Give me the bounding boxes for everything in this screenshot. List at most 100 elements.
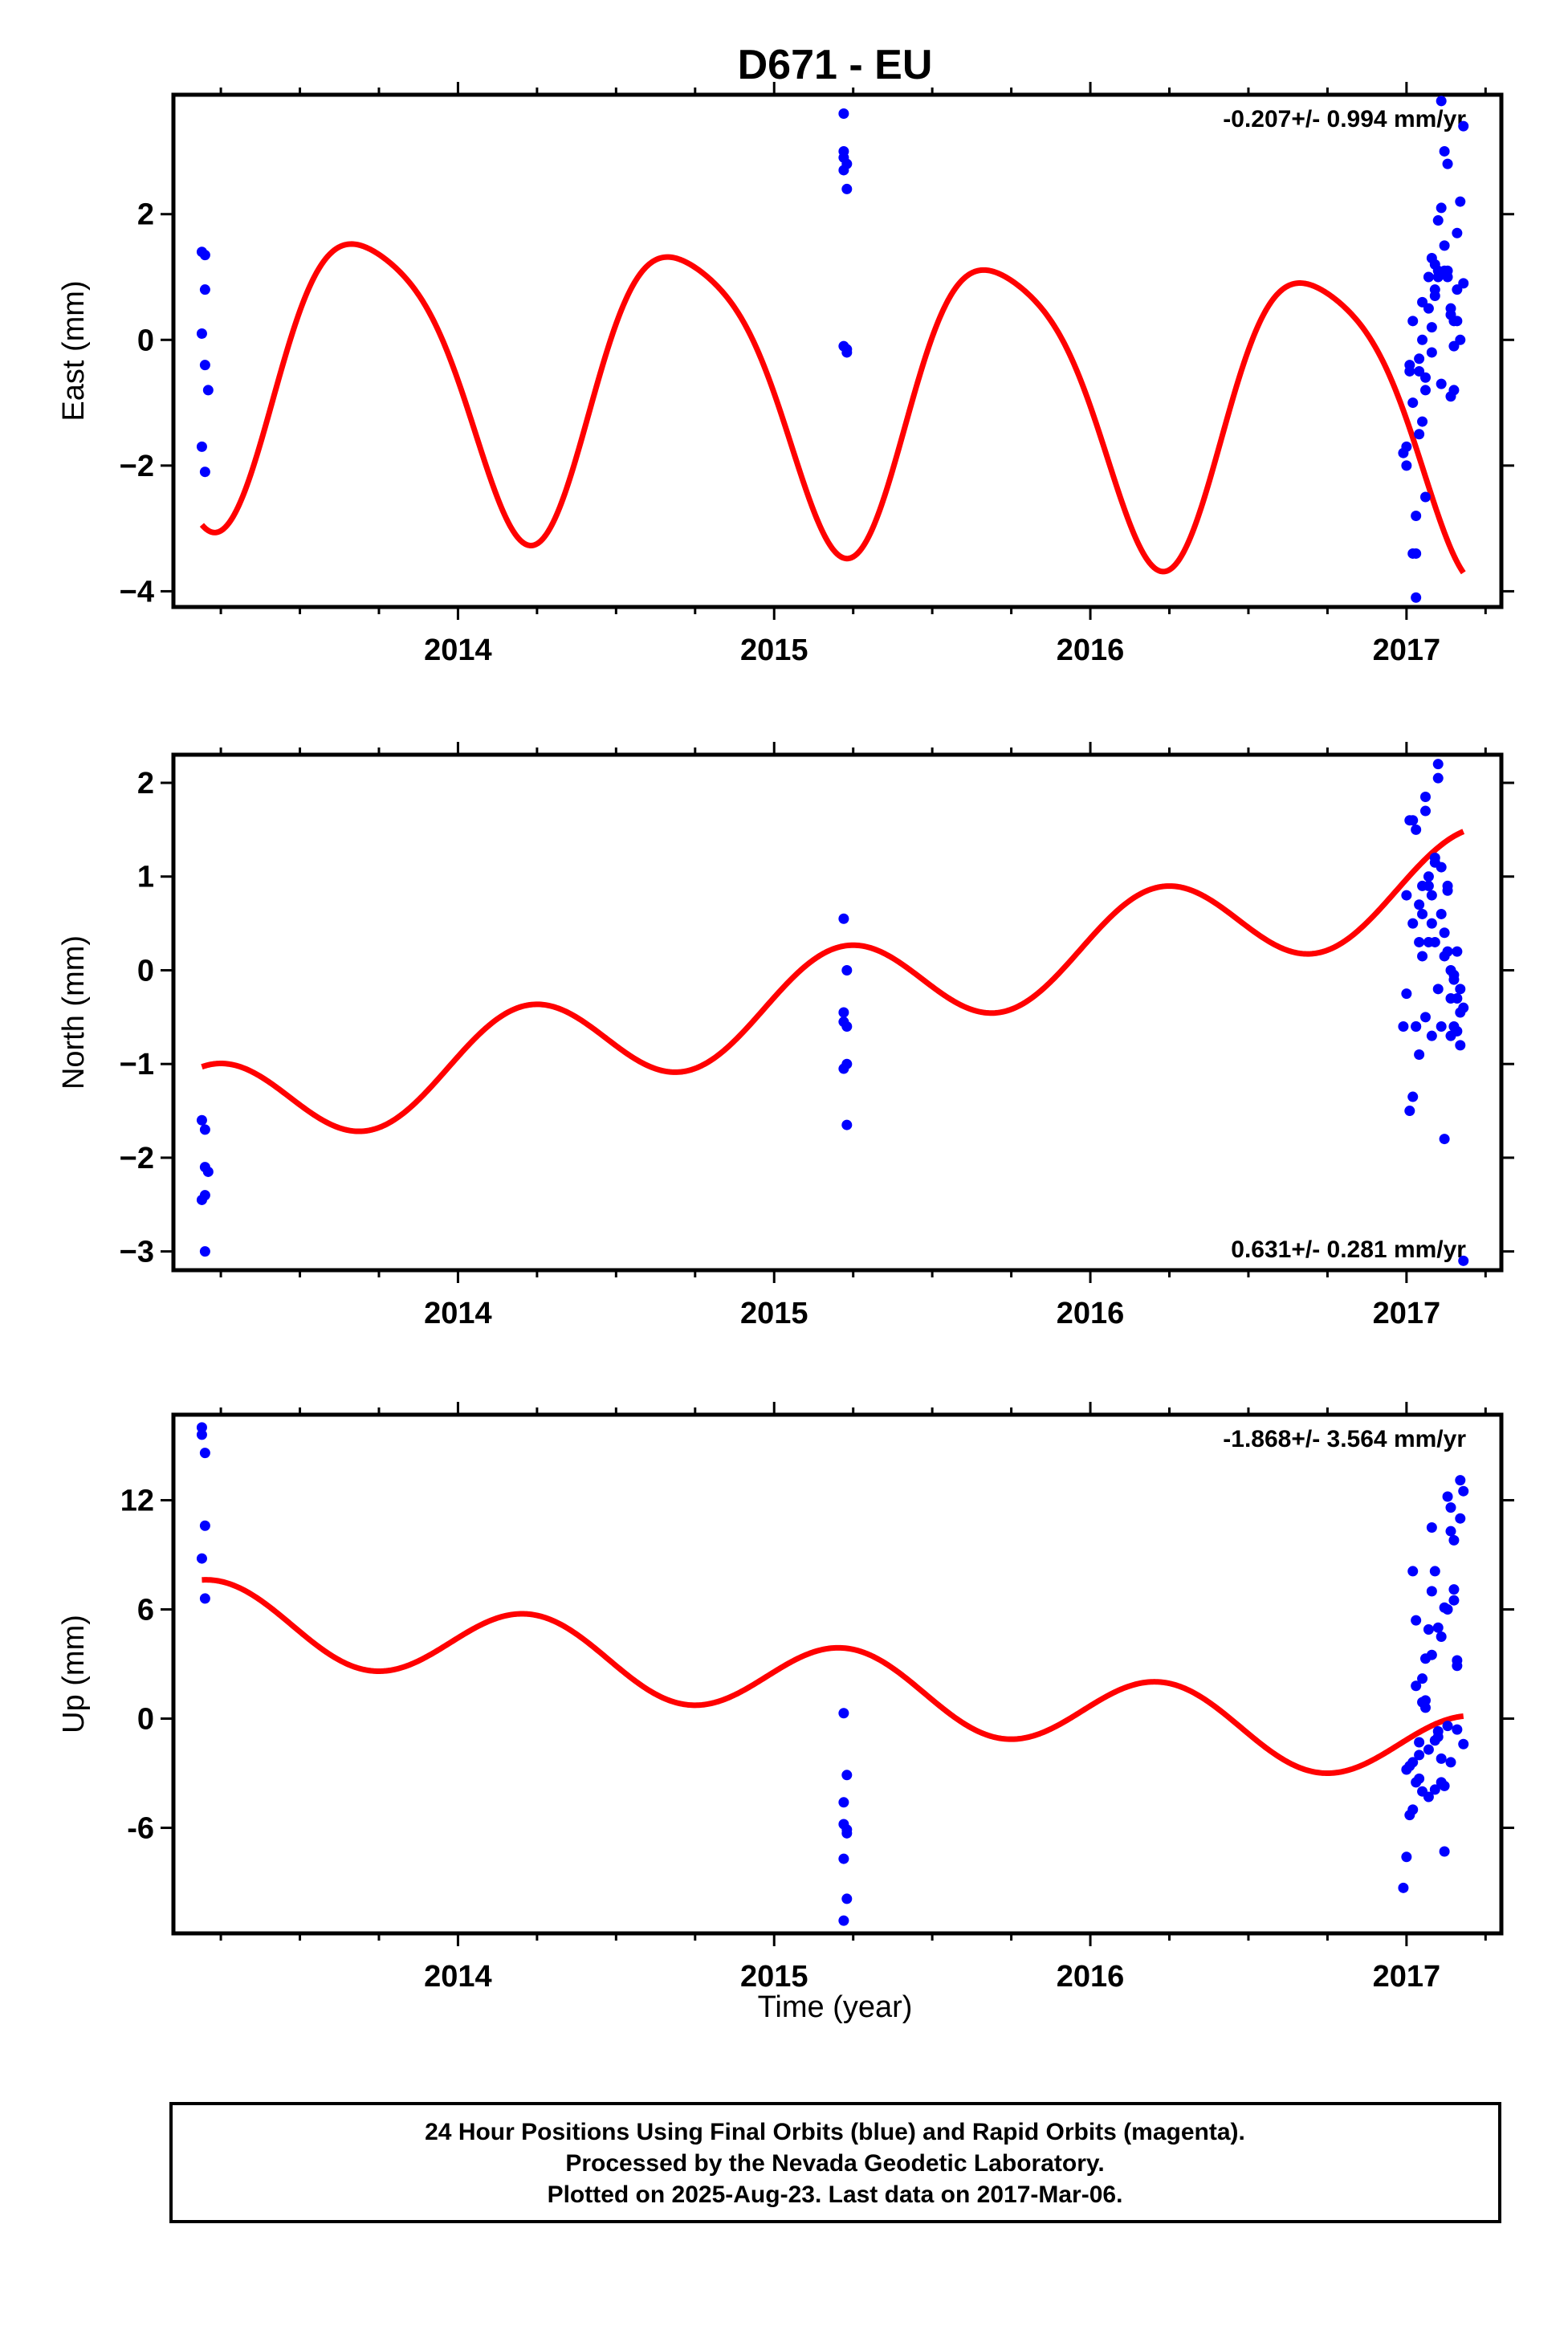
x-axis-label: Time (year) xyxy=(758,1990,913,2024)
north-data-point xyxy=(1452,992,1463,1004)
north-data-point xyxy=(1432,772,1444,784)
north-x-tick-label: 2017 xyxy=(1373,1297,1441,1330)
up-y-tick-label: -6 xyxy=(127,1812,154,1846)
east-data-point xyxy=(841,183,853,194)
up-x-tick-label: 2015 xyxy=(740,1960,808,1994)
north-data-point xyxy=(841,964,853,976)
up-x-tick-label: 2017 xyxy=(1373,1960,1441,1994)
up-panel: 2014 2015 2016 2017 -6 0 6 12 Up (mm) -1.868+/- 3… xyxy=(57,1402,1514,1994)
north-y-tick-label: 2 xyxy=(137,767,154,800)
north-data-point xyxy=(1455,1040,1466,1051)
up-data-point xyxy=(1417,1697,1428,1708)
east-data-point xyxy=(1436,96,1447,107)
east-data-point xyxy=(1401,441,1412,452)
east-data-point xyxy=(1452,316,1463,327)
east-data-point xyxy=(1445,309,1456,320)
north-data-point xyxy=(1401,988,1412,1000)
east-data-point xyxy=(1439,265,1450,276)
east-data-point xyxy=(1419,491,1431,503)
up-y-tick-label: 12 xyxy=(120,1485,154,1518)
east-data-point xyxy=(1411,510,1422,521)
north-data-point xyxy=(1458,1002,1469,1013)
north-data-point xyxy=(1417,908,1428,919)
east-data-point xyxy=(1448,340,1460,352)
east-data-point xyxy=(199,360,210,371)
up-data-point xyxy=(1414,1750,1425,1761)
up-data-point xyxy=(1417,1673,1428,1684)
north-data-point xyxy=(199,1124,210,1135)
north-data-point xyxy=(1439,927,1450,939)
north-data-point xyxy=(1442,946,1453,957)
up-data-point xyxy=(841,1770,853,1781)
up-data-point xyxy=(199,1520,210,1531)
up-data-point xyxy=(1398,1882,1409,1893)
up-data-point xyxy=(1432,1725,1444,1737)
north-data-point xyxy=(1417,951,1428,962)
east-data-point xyxy=(1442,158,1453,169)
up-data-point xyxy=(838,1797,849,1808)
east-data-point xyxy=(196,441,207,452)
up-data-point xyxy=(1432,1622,1444,1633)
east-data-point xyxy=(1426,347,1437,358)
north-data-point xyxy=(196,1114,207,1126)
north-data-point xyxy=(838,1007,849,1018)
east-data-point xyxy=(1426,253,1437,264)
north-data-point xyxy=(838,1016,849,1028)
north-data-point xyxy=(1404,1106,1415,1117)
north-y-tick-label: 1 xyxy=(137,861,154,894)
up-data-point xyxy=(1448,1595,1460,1606)
up-y-tick-label: 6 xyxy=(137,1594,154,1627)
east-y-axis-label: East (mm) xyxy=(57,280,91,421)
north-data-point xyxy=(1423,871,1434,882)
up-x-tick-label: 2016 xyxy=(1057,1960,1125,1994)
north-data-point xyxy=(1401,890,1412,901)
east-data-point xyxy=(838,152,849,163)
north-data-point xyxy=(1423,936,1434,947)
up-data-point xyxy=(1448,1584,1460,1595)
up-data-point xyxy=(841,1893,853,1904)
footer-line-2: Processed by the Nevada Geodetic Laborat… xyxy=(565,2150,1104,2177)
north-data-point xyxy=(1448,969,1460,980)
east-data-point xyxy=(1432,215,1444,226)
north-data-point xyxy=(1419,792,1431,803)
east-data-point xyxy=(1419,385,1431,396)
north-data-point xyxy=(838,1063,849,1074)
up-data-point xyxy=(1411,1615,1422,1626)
east-data-point xyxy=(1411,592,1422,603)
figure-title: D671 - EU xyxy=(738,42,933,88)
up-data-point xyxy=(1407,1804,1419,1815)
east-data-point xyxy=(1417,416,1428,427)
north-data-point xyxy=(1407,815,1419,826)
north-data-point xyxy=(1458,1255,1469,1266)
east-data-point xyxy=(1436,378,1447,389)
north-data-point xyxy=(838,913,849,924)
east-x-tick-label: 2014 xyxy=(424,633,492,667)
north-data-point xyxy=(202,1166,214,1177)
north-data-point xyxy=(1426,890,1437,901)
up-data-point xyxy=(1439,1780,1450,1791)
up-x-tick-label: 2014 xyxy=(424,1960,492,1994)
east-data-point xyxy=(1401,460,1412,471)
north-data-point xyxy=(1411,824,1422,835)
east-data-point xyxy=(1414,353,1425,365)
north-data-point xyxy=(1407,918,1419,929)
north-x-tick-label: 2015 xyxy=(740,1297,808,1330)
up-frame xyxy=(171,1412,1504,1936)
east-data-point xyxy=(1448,385,1460,396)
up-rate-label: -1.868+/- 3.564 mm/yr xyxy=(1223,1426,1466,1452)
east-frame xyxy=(171,92,1504,609)
east-y-tick-label: 0 xyxy=(137,324,154,357)
east-data-point xyxy=(196,328,207,339)
east-y-tick-label: −2 xyxy=(120,450,154,483)
north-data-point xyxy=(1414,936,1425,947)
north-frame xyxy=(171,752,1504,1273)
north-data-point xyxy=(1426,918,1437,929)
up-data-point xyxy=(1426,1586,1437,1597)
north-data-point xyxy=(1398,1021,1409,1033)
footer-box xyxy=(169,2102,1501,2223)
east-data-point xyxy=(1455,334,1466,345)
up-data-point xyxy=(838,1708,849,1719)
up-data-point xyxy=(1411,1777,1422,1788)
up-data-point xyxy=(1426,1649,1437,1660)
